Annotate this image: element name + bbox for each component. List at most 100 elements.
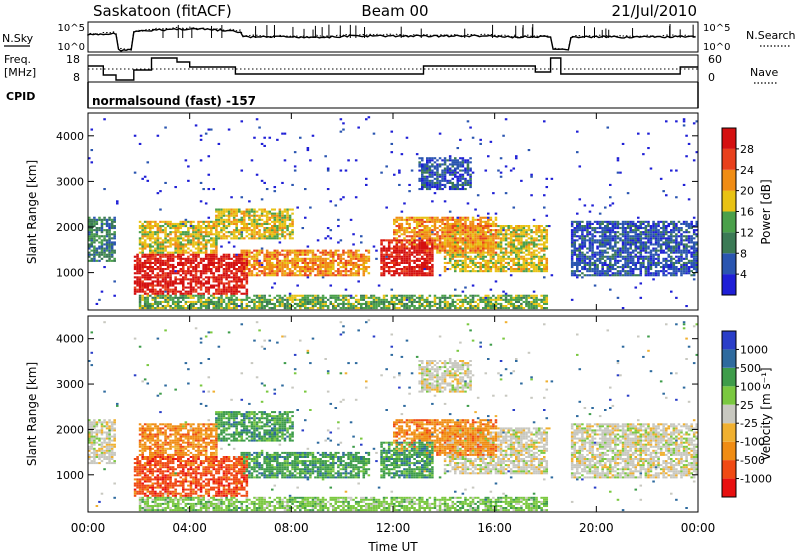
power-cell (253, 256, 256, 258)
power-cell (291, 297, 294, 299)
power-cell (444, 301, 447, 303)
power-cell (246, 227, 249, 229)
power-cell (258, 299, 261, 301)
power-cell (368, 266, 371, 268)
power-cell (93, 241, 96, 243)
power-cell (243, 262, 246, 264)
power-cell (446, 223, 449, 225)
power-cell (396, 217, 399, 219)
power-cell (408, 305, 411, 307)
power-cell (157, 285, 160, 287)
power-cell (154, 241, 157, 243)
power-cell (96, 250, 99, 252)
power-cell (225, 289, 228, 291)
power-cell (103, 266, 106, 268)
power-cell (210, 264, 213, 266)
power-cell (174, 295, 177, 297)
power-cell (350, 262, 353, 264)
power-cell (469, 168, 472, 170)
power-cell (424, 221, 427, 223)
power-cell (380, 272, 383, 274)
power-cell (299, 307, 302, 309)
power-cell (467, 202, 470, 204)
power-cell (157, 301, 160, 303)
power-cell (139, 258, 142, 260)
power-cell (502, 256, 505, 258)
power-cell (228, 241, 231, 243)
power-cell (167, 233, 170, 235)
power-cell (248, 229, 251, 231)
power-cell (581, 246, 584, 248)
power-cell (426, 217, 429, 219)
power-cell (271, 268, 274, 270)
power-cell (523, 270, 526, 272)
power-cell (528, 303, 531, 305)
power-cell (149, 266, 152, 268)
power-cell (459, 217, 462, 219)
power-cell (459, 178, 462, 180)
power-cell (241, 217, 244, 219)
power-cell (418, 233, 421, 235)
power-cell (459, 248, 462, 250)
power-cell (393, 223, 396, 225)
power-cell (482, 237, 485, 239)
power-cell (429, 295, 432, 297)
power-cell (413, 295, 416, 297)
power-cell (208, 231, 211, 233)
power-cell (436, 176, 439, 178)
power-cell (205, 258, 208, 260)
power-cell (233, 260, 236, 262)
power-cell (274, 190, 277, 192)
power-cell (581, 237, 584, 239)
power-cell (525, 231, 528, 233)
power-cell (574, 272, 577, 274)
power-cell (551, 178, 554, 180)
power-cell (235, 258, 238, 260)
power-cell (579, 198, 582, 200)
power-cell (230, 211, 233, 213)
power-cell (256, 225, 259, 227)
power-cell (210, 256, 213, 258)
power-cell (520, 264, 523, 266)
power-cell (208, 270, 211, 272)
power-cell (134, 135, 137, 137)
power-cell (296, 258, 299, 260)
power-cell (411, 231, 414, 233)
power-cell (418, 235, 421, 237)
power-cell (205, 301, 208, 303)
power-cell (502, 235, 505, 237)
power-cell (241, 120, 244, 122)
power-cell (518, 237, 521, 239)
power-cell (436, 178, 439, 180)
power-cell (472, 235, 475, 237)
power-cell (342, 122, 345, 124)
power-cell (520, 303, 523, 305)
power-cell (385, 270, 388, 272)
power-cell (271, 272, 274, 274)
power-cell (271, 299, 274, 301)
power-cell (149, 274, 152, 276)
power-cell (322, 262, 325, 264)
power-cell (469, 246, 472, 248)
power-cell (515, 246, 518, 248)
power-cell (294, 266, 297, 268)
power-cell (304, 301, 307, 303)
power-cell (441, 170, 444, 172)
power-cell (477, 235, 480, 237)
power-cell (149, 246, 152, 248)
power-cell (533, 266, 536, 268)
power-cell (281, 301, 284, 303)
power-cell (401, 299, 404, 301)
power-cell (246, 223, 249, 225)
power-cell (157, 237, 160, 239)
power-cell (154, 299, 157, 301)
power-cell (464, 307, 467, 309)
power-cell (396, 229, 399, 231)
power-cell (469, 256, 472, 258)
power-cell (490, 305, 493, 307)
power-cell (96, 229, 99, 231)
power-cell (276, 225, 279, 227)
power-cell (296, 264, 299, 266)
power-cell (355, 252, 358, 254)
power-cell (355, 307, 358, 309)
